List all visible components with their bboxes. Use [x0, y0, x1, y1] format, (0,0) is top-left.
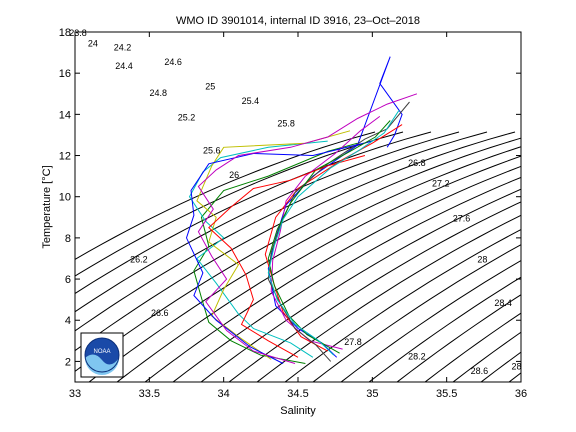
- y-tick-label: 10: [59, 192, 71, 204]
- x-tick-label: 35.5: [436, 388, 457, 400]
- density-contour-line: [452, 331, 521, 382]
- contour-label: 26.6: [151, 308, 169, 318]
- x-axis-ticks: 33 33.5 34 34.5 35 35.5 36: [69, 32, 527, 400]
- y-tick-label: 2: [65, 356, 71, 368]
- contour-label: 23.8: [69, 28, 87, 38]
- y-tick-label: 16: [59, 68, 71, 80]
- profile-series: [185, 56, 418, 364]
- contour-label: 24.4: [115, 61, 133, 71]
- contour-label: 28.4: [494, 298, 512, 308]
- density-contour-line: [340, 259, 521, 382]
- contour-label: 24: [88, 38, 98, 48]
- density-contour-line: [144, 165, 521, 382]
- noaa-logo: NOAA: [80, 332, 124, 378]
- contour-label: 28: [512, 362, 522, 372]
- contour-label: 27.6: [453, 213, 471, 223]
- contour-label: 27.8: [344, 337, 362, 347]
- density-contour-line: [555, 132, 576, 412]
- contour-label: 28.6: [471, 366, 489, 376]
- profile-line: [267, 120, 391, 354]
- density-contour-line: [75, 131, 404, 277]
- contour-label: 24.8: [149, 88, 167, 98]
- profile-line: [185, 140, 373, 364]
- profile-line: [208, 155, 366, 358]
- density-contour-line: [116, 155, 521, 382]
- x-tick-label: 33: [69, 388, 81, 400]
- density-contour-line: [480, 351, 521, 382]
- contour-label: 26: [229, 170, 239, 180]
- profile-line: [267, 109, 400, 356]
- density-contour-line: [75, 131, 460, 313]
- y-tick-label: 14: [59, 109, 71, 121]
- contour-label: 26.2: [130, 255, 148, 265]
- density-contour-line: [256, 214, 521, 382]
- profile-line: [267, 101, 410, 362]
- contour-label: 27.2: [432, 178, 450, 188]
- noaa-logo-text: NOAA: [93, 349, 110, 355]
- density-contour-line: [172, 176, 521, 382]
- density-contour-line: [424, 312, 521, 382]
- y-tick-label: 18: [59, 27, 71, 39]
- density-contour-line: [527, 132, 576, 412]
- density-contour-line: [88, 146, 521, 382]
- contour-label: 25: [205, 82, 215, 92]
- contour-label: 25.4: [242, 96, 260, 106]
- profile-line: [197, 93, 418, 364]
- profile-line: [188, 140, 328, 358]
- y-tick-label: 8: [65, 233, 71, 245]
- x-tick-label: 34: [218, 388, 230, 400]
- profile-line: [264, 124, 403, 352]
- x-tick-label: 33.5: [139, 388, 160, 400]
- density-contour-line: [396, 294, 521, 382]
- density-contour-line: [75, 131, 376, 260]
- y-tick-label: 12: [59, 151, 71, 163]
- x-tick-label: 36: [515, 388, 527, 400]
- x-axis-label: Salinity: [280, 405, 316, 417]
- density-contour-line: [312, 244, 521, 382]
- profile-line: [193, 142, 358, 364]
- density-contour-line: [284, 229, 521, 382]
- contour-label: 25.8: [277, 119, 295, 129]
- contour-label: 24.2: [114, 43, 132, 53]
- contour-label: 25.6: [203, 145, 221, 155]
- density-contour-line: [75, 131, 488, 332]
- y-axis-label: Temperature [°C]: [41, 165, 53, 248]
- contour-label: 26.8: [408, 158, 426, 168]
- x-tick-label: 34.5: [287, 388, 308, 400]
- y-tick-label: 6: [65, 274, 71, 286]
- chart-title: WMO ID 3901014, internal ID 3916, 23–Oct…: [176, 15, 420, 27]
- contour-label: 28.2: [408, 351, 426, 361]
- contour-label: 24.6: [164, 57, 182, 67]
- density-contour-line: [75, 131, 432, 295]
- density-contour-line: [368, 276, 521, 382]
- x-tick-label: 35: [366, 388, 378, 400]
- contour-label: 28: [477, 255, 487, 265]
- contour-label: 25.2: [178, 113, 196, 123]
- contour-labels: 23.824 24.2 24.4 24.6 24.8 25 25.2 25.4 25.6 25.8…: [69, 28, 521, 376]
- y-tick-label: 4: [65, 315, 71, 327]
